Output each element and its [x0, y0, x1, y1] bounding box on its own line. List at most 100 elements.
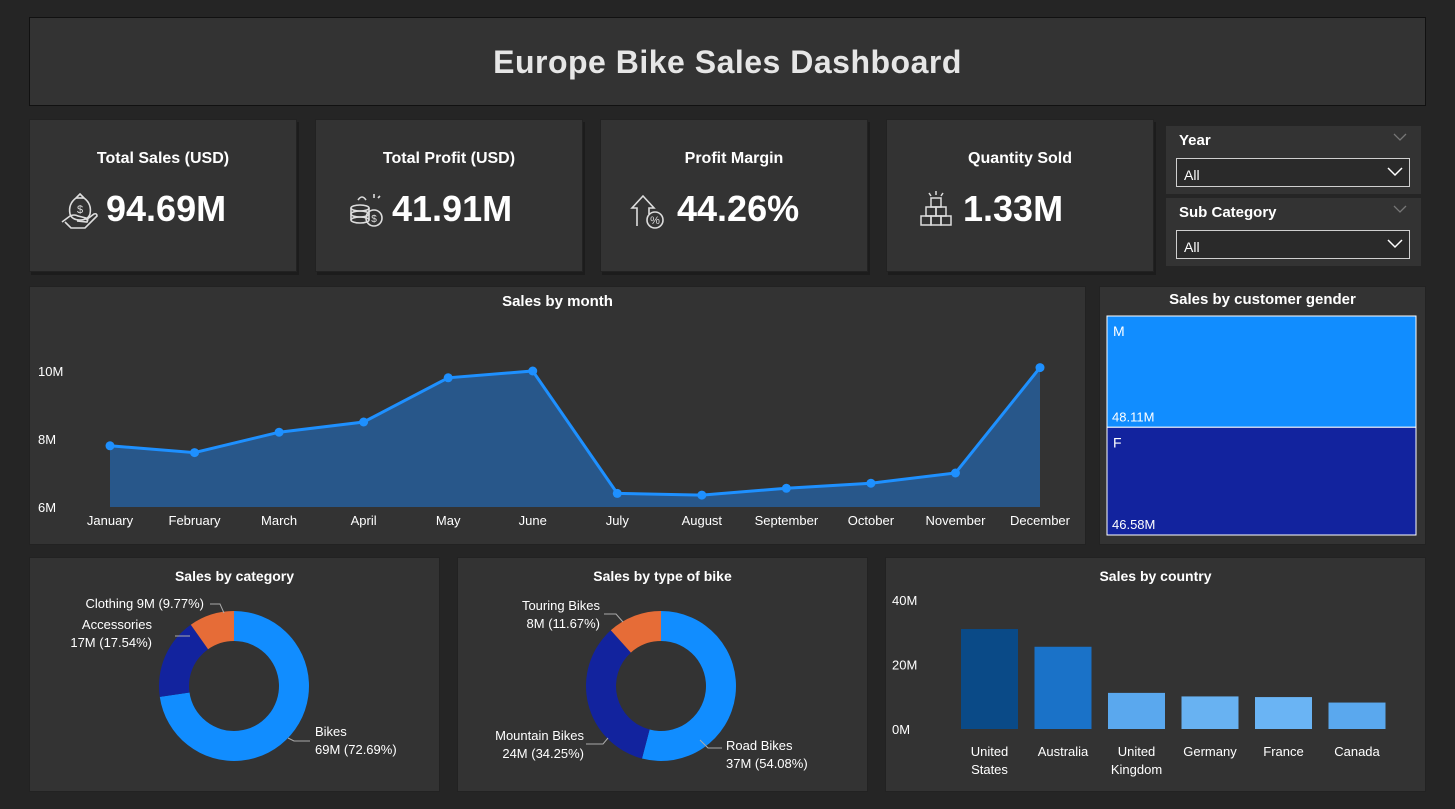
kpi-label: Quantity Sold [968, 150, 1072, 167]
slice-value-label: 37M (54.08%) [726, 756, 808, 771]
x-tick-label: Canada [1334, 744, 1380, 759]
sales-area [110, 367, 1040, 507]
x-tick-label: May [436, 513, 461, 528]
data-point [866, 478, 876, 488]
chart-title: Sales by customer gender [1169, 291, 1356, 308]
data-point [528, 366, 538, 376]
y-tick-label: 10M [38, 364, 63, 379]
kpi-profit-margin[interactable]: Profit Margin % 44.26% [600, 119, 868, 272]
tile-value: 48.11M [1112, 409, 1154, 424]
leader-line [210, 603, 225, 614]
x-tick-label: United [1118, 744, 1156, 759]
slice-road-bikes [641, 611, 736, 761]
slice-label: Road Bikes [726, 738, 793, 753]
chevron-down-icon [1387, 167, 1403, 177]
data-point [1035, 363, 1045, 373]
x-tick-label: States [971, 762, 1008, 777]
kpi-value: 41.91M [392, 188, 513, 229]
bar [1181, 696, 1239, 729]
kpi-total-profit[interactable]: Total Profit (USD) $ 41.91M [315, 119, 583, 272]
tile-name: M [1113, 323, 1125, 339]
kpi-value: 44.26% [677, 188, 800, 229]
tile-value: 46.58M [1112, 517, 1155, 532]
bar [1255, 697, 1312, 729]
x-tick-label: Germany [1183, 744, 1237, 759]
chart-title: Sales by month [502, 293, 613, 310]
data-point [697, 490, 707, 500]
slice-label: Touring Bikes [522, 598, 601, 613]
slice-value-label: 8M (11.67%) [527, 616, 600, 631]
x-tick-label: October [848, 513, 895, 528]
sales-by-month-chart[interactable]: 6M 8M 10M January February March April May June J… [30, 287, 1085, 544]
slice-value-label: 24M (34.25%) [502, 746, 584, 761]
x-tick-label: June [519, 513, 547, 528]
bar [961, 629, 1018, 729]
tile-name: F [1113, 434, 1122, 450]
data-point [950, 468, 960, 478]
treemap-tile-f [1106, 426, 1417, 536]
slice-value-label: 17M (17.54%) [70, 635, 152, 650]
svg-text:$: $ [371, 214, 377, 225]
sales-by-country-bar-chart[interactable]: 0M 20M 40M United States Australia United Kingd… [886, 558, 1425, 791]
leader-line [586, 737, 609, 745]
slice-clothing [190, 611, 234, 650]
bar [1328, 702, 1386, 729]
data-point [781, 483, 791, 493]
chevron-down-icon[interactable] [1393, 132, 1407, 142]
y-tick-label: 20M [892, 658, 917, 673]
x-tick-label: April [351, 513, 377, 528]
dashboard-title: Europe Bike Sales Dashboard [493, 44, 962, 80]
data-point [612, 488, 622, 498]
x-tick-label: January [87, 513, 134, 528]
x-tick-label: Australia [1038, 744, 1089, 759]
sub-category-dropdown[interactable]: All [1176, 230, 1410, 259]
slice-accessories [159, 624, 209, 697]
sales-by-gender-panel: Sales by customer gender M 48.11M F 46.58M [1099, 286, 1426, 545]
sales-by-month-panel: Sales by month 6M 8M 10M January February Mar… [29, 286, 1086, 545]
x-tick-label: August [682, 513, 723, 528]
sales-by-category-donut[interactable]: Bikes 69M (72.69%) Accessories 17M (17.54%)… [30, 558, 439, 791]
data-point [359, 417, 369, 427]
data-point [274, 427, 284, 437]
slice-label: Mountain Bikes [495, 728, 584, 743]
sales-by-country-panel: Sales by country 0M 20M 40M United States Aus… [885, 557, 1426, 792]
sales-by-gender-treemap[interactable]: M 48.11M F 46.58M [1100, 287, 1425, 544]
bar [1108, 692, 1165, 729]
x-tick-label: September [755, 513, 819, 528]
kpi-label: Profit Margin [684, 150, 784, 167]
slicer-title: Year [1179, 132, 1211, 149]
year-dropdown[interactable]: All [1176, 158, 1410, 187]
sales-line [109, 366, 1042, 497]
slice-touring-bikes [610, 611, 661, 653]
sub-category-slicer[interactable]: Sub Category All [1166, 198, 1421, 266]
y-tick-label: 0M [892, 722, 910, 737]
year-slicer[interactable]: Year All [1166, 126, 1421, 194]
x-tick-label: March [261, 513, 297, 528]
y-tick-label: 8M [38, 432, 56, 447]
kpi-quantity-sold[interactable]: Quantity Sold 1.33M [886, 119, 1154, 272]
sales-by-category-panel: Sales by category Bikes 69M (72.69%) Acces… [29, 557, 440, 792]
chevron-down-icon[interactable] [1393, 204, 1407, 214]
x-tick-label: July [606, 513, 630, 528]
data-point [190, 448, 200, 458]
kpi-value: 1.33M [963, 188, 1064, 229]
kpi-total-sales[interactable]: Total Sales (USD) $ 94.69M [29, 119, 297, 272]
x-tick-label: February [169, 513, 222, 528]
x-tick-label: France [1263, 744, 1303, 759]
chevron-down-icon [1387, 239, 1403, 249]
money-bag-hand-icon: $ [61, 192, 98, 229]
sales-by-bike-type-donut[interactable]: Road Bikes 37M (54.08%) Mountain Bikes 24M … [458, 558, 867, 791]
slice-value-label: 69M (72.69%) [315, 742, 397, 757]
leader-line [287, 737, 310, 742]
data-point [105, 441, 115, 451]
data-point [443, 373, 453, 383]
chart-title: Sales by category [174, 568, 295, 584]
kpi-label: Total Sales (USD) [96, 150, 230, 167]
x-tick-label: November [925, 513, 986, 528]
x-tick-label: United [971, 744, 1009, 759]
x-tick-label: December [1010, 513, 1071, 528]
leader-line [604, 613, 624, 623]
slice-label: Bikes [315, 724, 347, 739]
sales-by-bike-type-panel: Sales by type of bike Road Bikes 37M (54.… [457, 557, 868, 792]
y-tick-label: 40M [892, 593, 917, 608]
